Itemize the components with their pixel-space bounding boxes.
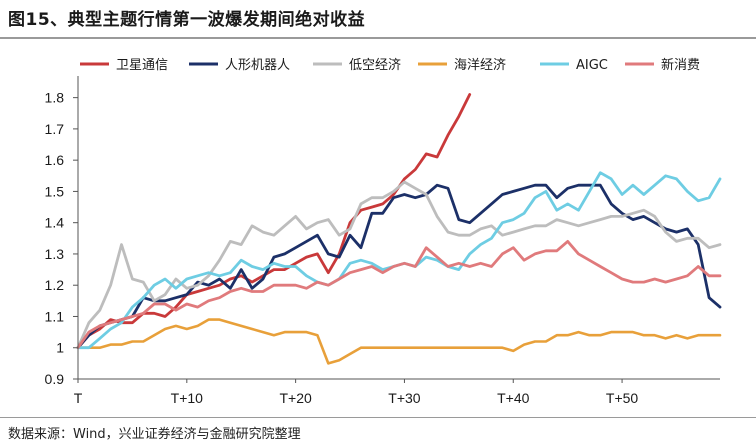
legend-label-3: 低空经济 [349, 58, 401, 73]
y-tick-label: 1.6 [45, 152, 65, 168]
y-tick-label: 0.9 [45, 371, 65, 387]
legend-label-6: 新消费 [661, 57, 700, 73]
y-tick-label: 1.2 [45, 277, 65, 293]
y-tick-label: 1.5 [45, 183, 65, 199]
x-tick-label: T+30 [388, 390, 421, 406]
legend-label-5: AIGC [576, 58, 608, 73]
plot-area [76, 93, 722, 365]
axes: 0.9 1 1.1 1.2 1.3 1.4 1.5 1.6 1.7 1.8 T T+10 T+20 T+3… [45, 76, 720, 406]
legend-label-2: 人形机器人 [225, 58, 290, 73]
y-tick-label: 1.1 [45, 308, 65, 324]
legend-label-4: 海洋经济 [454, 58, 506, 73]
y-tick-label: 1 [56, 340, 64, 356]
series-line-6 [76, 239, 722, 350]
data-source-note: 数据来源：Wind，兴业证券经济与金融研究院整理 [8, 427, 301, 442]
series-line-2 [76, 183, 722, 350]
y-tick-label: 1.8 [45, 90, 65, 106]
y-tick-label: 1.7 [45, 121, 65, 137]
x-tick-label: T+50 [606, 390, 639, 406]
series-line-5 [76, 171, 722, 350]
x-tick-label: T [74, 390, 83, 406]
legend: 卫星通信 人形机器人 低空经济 海洋经济 AIGC 新消费 [80, 57, 700, 73]
line-chart: 卫星通信 人形机器人 低空经济 海洋经济 AIGC 新消费 0.9 1 1.1 1.2 1.3 1.… [45, 57, 722, 406]
y-tick-label: 1.4 [45, 215, 65, 231]
x-tick-label: T+40 [497, 390, 530, 406]
series-line-4 [76, 318, 722, 365]
x-tick-label: T+20 [279, 390, 312, 406]
footer-divider [0, 417, 756, 418]
y-tick-label: 1.3 [45, 246, 65, 262]
x-tick-label: T+10 [171, 390, 204, 406]
series-line-3 [76, 180, 722, 350]
figure-title: 图15、典型主题行情第一波爆发期间绝对收益 [8, 10, 366, 30]
legend-label-1: 卫星通信 [116, 58, 168, 73]
title-divider [0, 37, 756, 39]
